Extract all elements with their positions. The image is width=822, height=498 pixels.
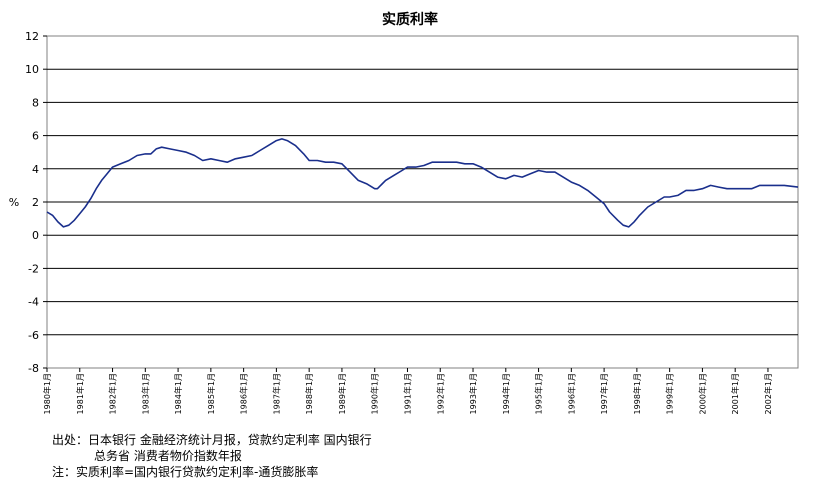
x-tick-label: 1995年1月 <box>534 373 544 414</box>
y-tick-label: -6 <box>28 329 39 342</box>
x-tick-label: 1981年1月 <box>75 373 85 414</box>
definition-note: 注：实质利率=国内银行贷款约定利率-通货膨胀率 <box>52 465 319 479</box>
x-tick-label: 2000年1月 <box>697 373 707 414</box>
y-tick-label: -4 <box>28 296 39 309</box>
x-tick-label: 1980年1月 <box>42 373 52 414</box>
x-tick-label: 1986年1月 <box>239 373 249 414</box>
y-tick-label: -8 <box>28 362 39 375</box>
x-tick-label: 1982年1月 <box>108 373 118 414</box>
x-tick-label: 1996年1月 <box>566 373 576 414</box>
x-tick-label: 1994年1月 <box>501 373 511 414</box>
x-tick-label: 1990年1月 <box>370 373 380 414</box>
x-tick-label: 2001年1月 <box>730 373 740 414</box>
x-tick-label: 1987年1月 <box>271 373 281 414</box>
y-axis-label: % <box>9 196 19 209</box>
series-line-0 <box>46 138 799 228</box>
y-tick-label: 12 <box>25 30 39 43</box>
chart-title: 实质利率 <box>382 11 438 28</box>
gridlines <box>47 68 798 336</box>
y-tick-label: 2 <box>32 196 39 209</box>
x-tick-label: 1984年1月 <box>173 373 183 414</box>
y-axis: 12 10 8 6 4 2 0 -2 -4 -6 -8 <box>25 30 47 375</box>
y-tick-label: 0 <box>32 229 39 242</box>
x-tick-label: 1988年1月 <box>304 373 314 414</box>
y-tick-label: 8 <box>32 96 39 109</box>
x-tick-label: 2002年1月 <box>763 373 773 414</box>
x-tick-label: 1997年1月 <box>599 373 609 414</box>
x-tick-label: 1991年1月 <box>402 373 412 414</box>
source-note-line-1: 出处：日本银行 金融经济统计月报，贷款约定利率 国内银行 <box>52 433 372 447</box>
x-tick-label: 1992年1月 <box>435 373 445 414</box>
chart-notes: 出处：日本银行 金融经济统计月报，贷款约定利率 国内银行 总务省 消费者物价指数… <box>52 432 372 480</box>
x-tick-label: 1993年1月 <box>468 373 478 414</box>
x-tick-label: 1989年1月 <box>337 373 347 414</box>
x-tick-label: 1999年1月 <box>665 373 675 414</box>
x-axis: 1980年1月 1981年1月 1982年1月 1983年1月 1984年1月 1985年… <box>42 368 773 414</box>
x-tick-label: 1985年1月 <box>206 373 216 414</box>
source-note-line-2: 总务省 消费者物价指数年报 <box>94 449 242 463</box>
y-tick-label: -2 <box>28 262 39 275</box>
y-tick-label: 6 <box>32 130 39 143</box>
series-layer <box>46 138 799 228</box>
x-tick-label: 1983年1月 <box>140 373 150 414</box>
x-tick-label: 1998年1月 <box>632 373 642 414</box>
y-tick-label: 4 <box>32 163 39 176</box>
y-tick-label: 10 <box>25 63 39 76</box>
